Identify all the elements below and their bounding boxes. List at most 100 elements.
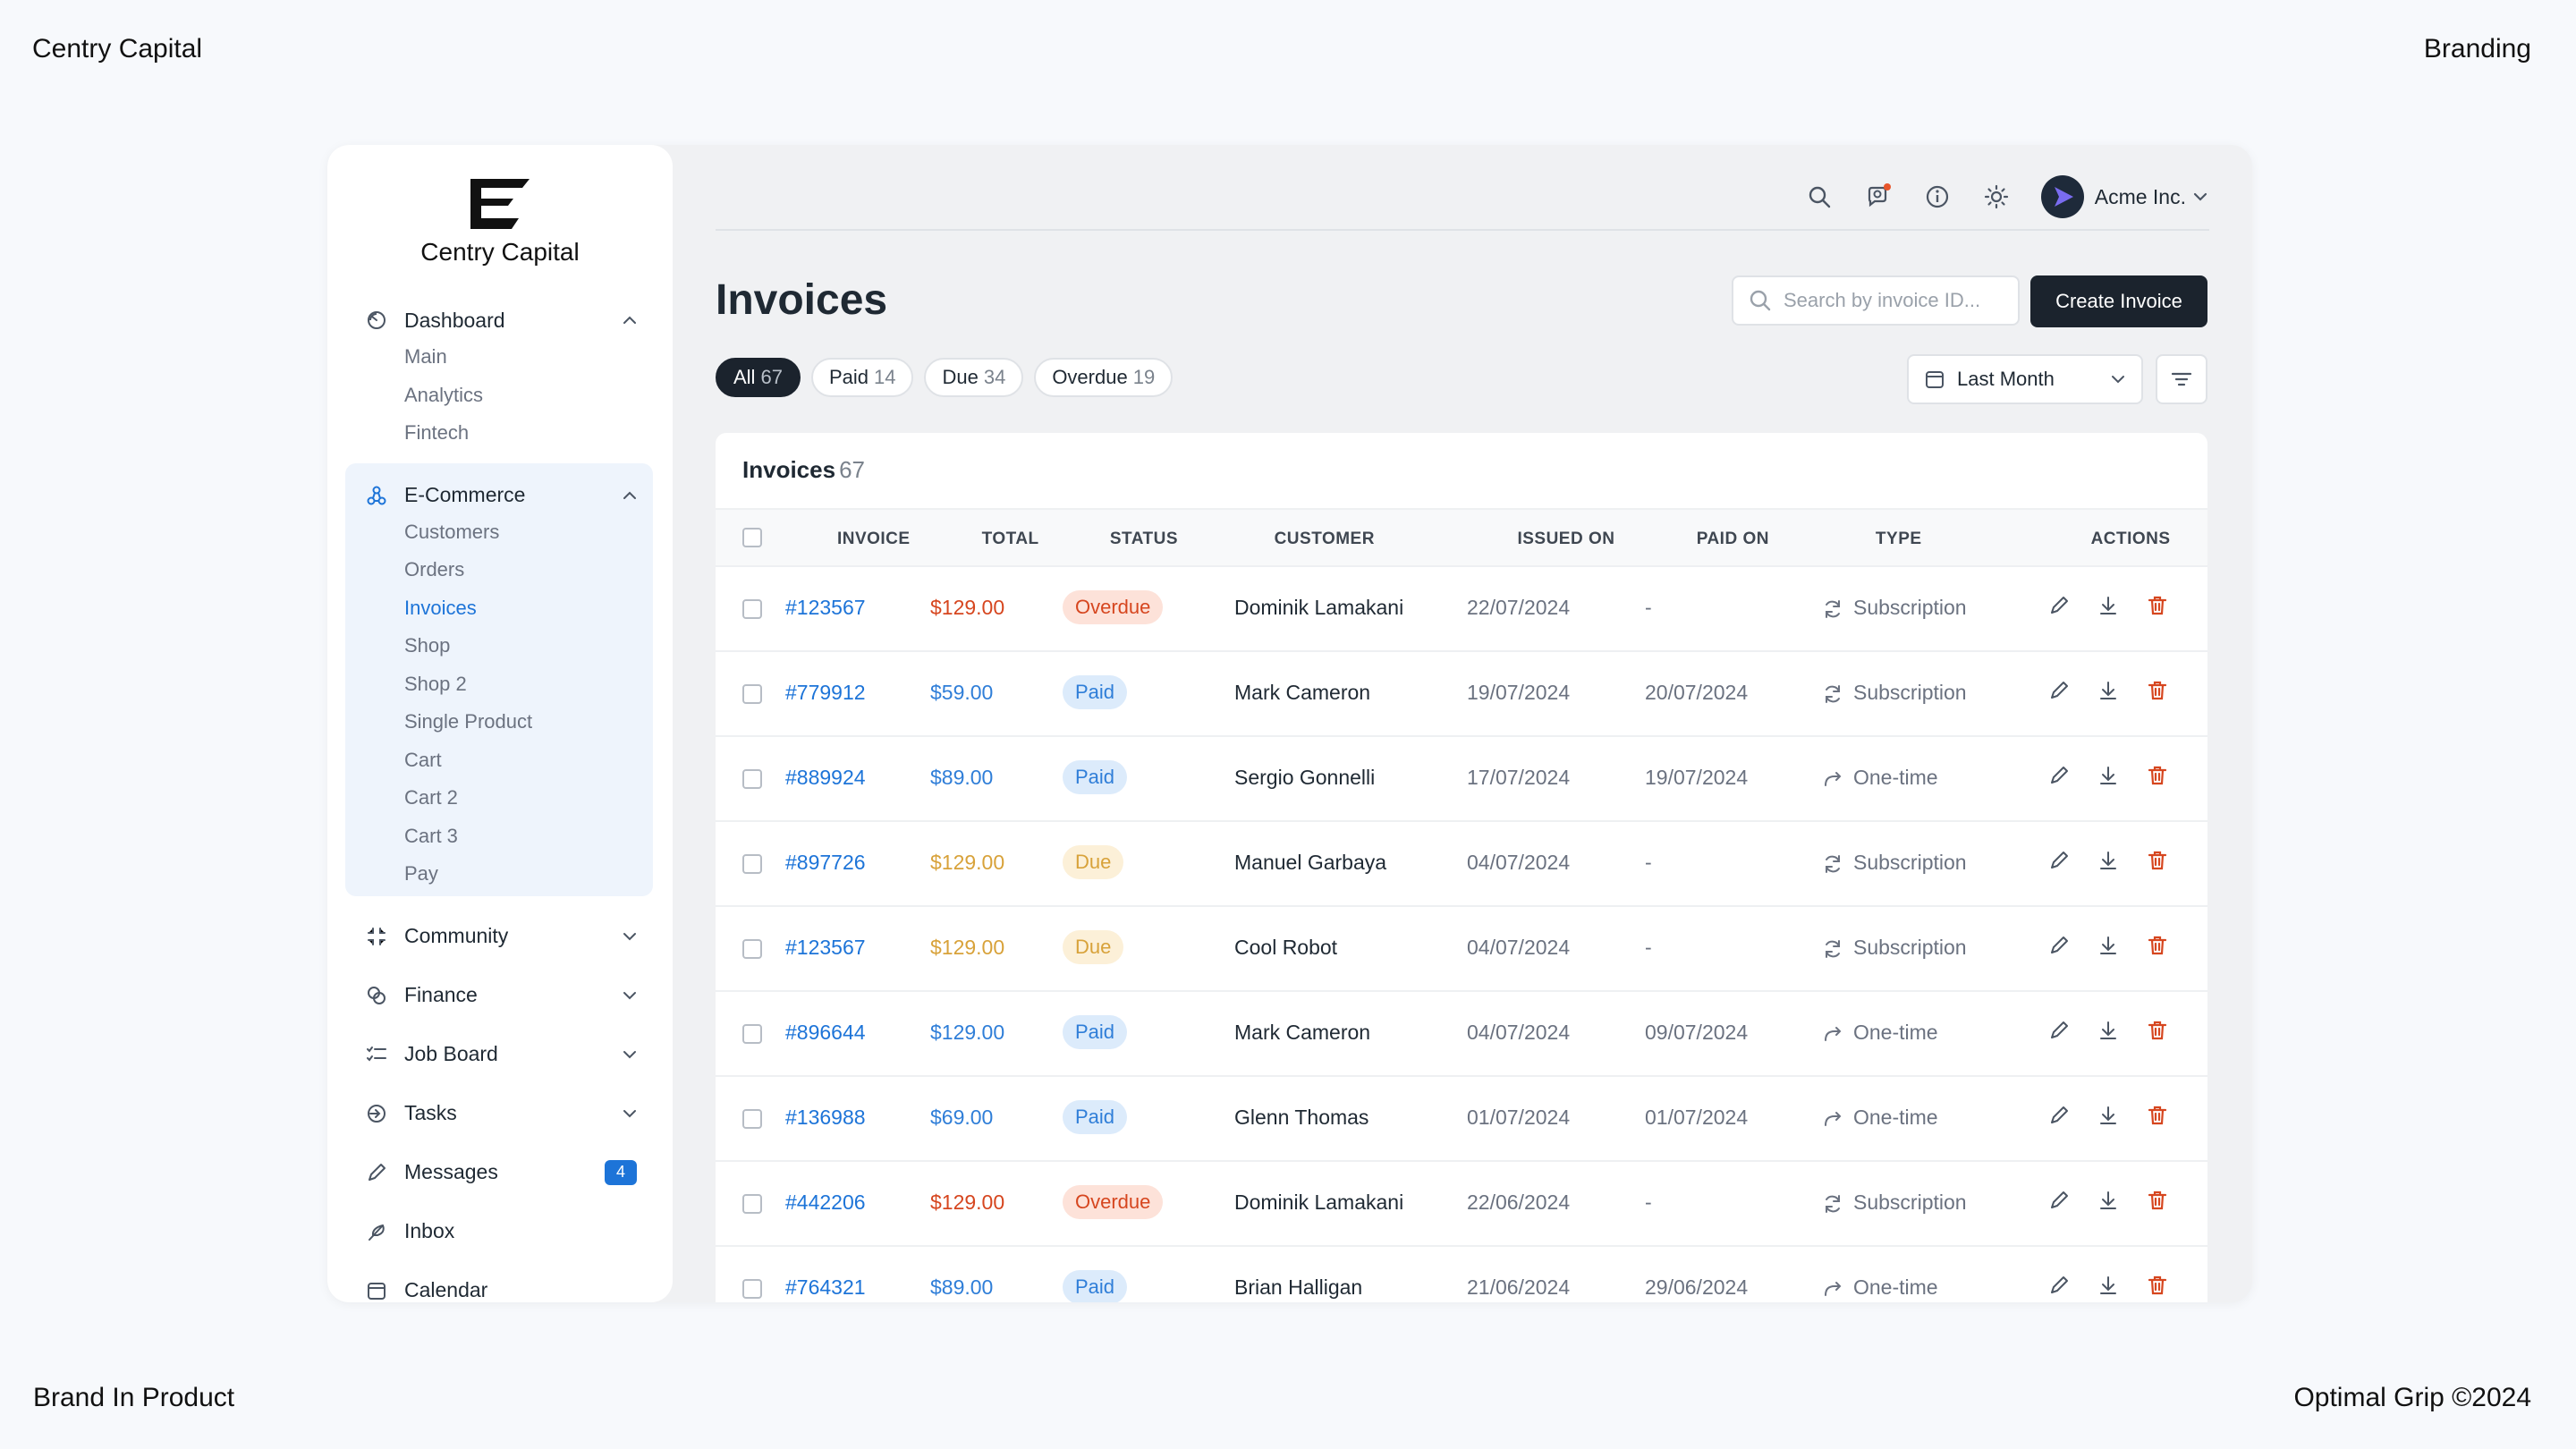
edit-icon[interactable] [2046, 847, 2072, 874]
sidebar-item-inbox[interactable]: Inbox [349, 1214, 653, 1250]
chevron-down-icon[interactable] [619, 926, 640, 947]
chevron-down-icon[interactable] [619, 985, 640, 1006]
sidebar-subitem-analytics[interactable]: Analytics [404, 383, 484, 406]
download-icon[interactable] [2095, 677, 2122, 704]
filter-pill-all[interactable]: All 67 [716, 358, 801, 397]
sidebar-subitem-shop-2[interactable]: Shop 2 [404, 672, 467, 695]
avatar[interactable] [2040, 175, 2084, 218]
edit-icon[interactable] [2046, 1272, 2072, 1299]
sidebar-subitem-cart[interactable]: Cart [404, 748, 442, 771]
trash-icon[interactable] [2144, 1102, 2171, 1129]
trash-icon[interactable] [2144, 762, 2171, 789]
filter-pill-paid[interactable]: Paid 14 [810, 358, 914, 397]
chevron-up-icon[interactable] [619, 309, 640, 331]
column-header-type[interactable]: TYPE [1875, 530, 1922, 548]
edit-icon[interactable] [2046, 677, 2072, 704]
filter-button[interactable] [2156, 354, 2207, 404]
trash-icon[interactable] [2144, 677, 2171, 704]
search-box[interactable] [1732, 275, 2020, 326]
edit-icon[interactable] [2046, 762, 2072, 789]
select-all-checkbox[interactable] [742, 528, 762, 547]
sidebar-subitem-cart-3[interactable]: Cart 3 [404, 824, 458, 847]
trash-icon[interactable] [2144, 1017, 2171, 1044]
table-row[interactable]: #889924 $89.00 Paid Sergio Gonnelli 17/07/20… [716, 737, 2207, 822]
table-row[interactable]: #442206 $129.00 Overdue Dominik Lamakani 22/… [716, 1162, 2207, 1247]
sidebar-item-job-board[interactable]: Job Board [349, 1037, 653, 1072]
table-row[interactable]: #123567 $129.00 Overdue Dominik Lamakani 22/… [716, 567, 2207, 652]
trash-icon[interactable] [2144, 1187, 2171, 1214]
sidebar-subitem-cart-2[interactable]: Cart 2 [404, 786, 458, 809]
download-icon[interactable] [2095, 932, 2122, 959]
trash-icon[interactable] [2144, 932, 2171, 959]
row-checkbox[interactable] [742, 599, 762, 619]
sidebar-item-calendar[interactable]: Calendar [349, 1273, 653, 1303]
invoice-id-link[interactable]: #889924 [785, 766, 866, 789]
sidebar-subitem-main[interactable]: Main [404, 345, 447, 368]
info-icon[interactable] [1919, 179, 1955, 215]
sidebar-subitem-single-product[interactable]: Single Product [404, 710, 533, 733]
column-header-issued-on[interactable]: ISSUED ON [1517, 530, 1615, 548]
column-header-invoice[interactable]: INVOICE [836, 530, 911, 548]
row-checkbox[interactable] [742, 1109, 762, 1129]
row-checkbox[interactable] [742, 1194, 762, 1214]
download-icon[interactable] [2095, 1272, 2122, 1299]
invoice-id-link[interactable]: #136988 [785, 1106, 866, 1129]
chevron-down-icon[interactable] [619, 1044, 640, 1065]
row-checkbox[interactable] [742, 939, 762, 959]
row-checkbox[interactable] [742, 684, 762, 704]
download-icon[interactable] [2095, 1102, 2122, 1129]
create-invoice-button[interactable]: Create Invoice [2030, 275, 2207, 327]
invoice-id-link[interactable]: #779912 [785, 681, 866, 704]
invoice-id-link[interactable]: #897726 [785, 851, 866, 874]
column-header-status[interactable]: STATUS [1109, 530, 1179, 548]
edit-icon[interactable] [2046, 592, 2072, 619]
edit-icon[interactable] [2046, 1017, 2072, 1044]
edit-icon[interactable] [2046, 1187, 2072, 1214]
table-row[interactable]: #779912 $59.00 Paid Mark Cameron 19/07/2024 2… [716, 652, 2207, 737]
sidebar-item-dashboard[interactable]: Dashboard [349, 302, 653, 338]
edit-icon[interactable] [2046, 1102, 2072, 1129]
search-input[interactable] [1782, 288, 2000, 313]
download-icon[interactable] [2095, 1017, 2122, 1044]
download-icon[interactable] [2095, 847, 2122, 874]
edit-icon[interactable] [2046, 932, 2072, 959]
filter-pill-overdue[interactable]: Overdue 19 [1034, 358, 1174, 397]
download-icon[interactable] [2095, 1187, 2122, 1214]
column-header-customer[interactable]: CUSTOMER [1274, 530, 1375, 548]
sidebar-subitem-shop[interactable]: Shop [404, 634, 451, 657]
invoice-id-link[interactable]: #764321 [785, 1275, 866, 1299]
table-row[interactable]: #764321 $89.00 Paid Brian Halligan 21/06/202… [716, 1247, 2207, 1302]
chevron-up-icon[interactable] [619, 485, 640, 506]
invoice-id-link[interactable]: #123567 [785, 596, 866, 619]
invoice-id-link[interactable]: #896644 [785, 1021, 866, 1044]
download-icon[interactable] [2095, 592, 2122, 619]
table-row[interactable]: #896644 $129.00 Paid Mark Cameron 04/07/2024… [716, 992, 2207, 1077]
row-checkbox[interactable] [742, 1279, 762, 1299]
table-row[interactable]: #136988 $69.00 Paid Glenn Thomas 01/07/2024 0… [716, 1077, 2207, 1162]
sidebar-item-finance[interactable]: Finance [349, 978, 653, 1013]
chat-search-icon[interactable] [1860, 179, 1896, 215]
row-checkbox[interactable] [742, 769, 762, 789]
trash-icon[interactable] [2144, 592, 2171, 619]
invoice-id-link[interactable]: #442206 [785, 1191, 866, 1214]
sidebar-subitem-orders[interactable]: Orders [404, 558, 465, 580]
trash-icon[interactable] [2144, 847, 2171, 874]
column-header-total[interactable]: TOTAL [981, 530, 1039, 548]
sidebar-subitem-customers[interactable]: Customers [404, 520, 500, 543]
chevron-down-icon[interactable] [2191, 188, 2209, 206]
sun-icon[interactable] [1979, 179, 2014, 215]
column-header-paid-on[interactable]: PAID ON [1696, 530, 1769, 548]
filter-pill-due[interactable]: Due 34 [924, 358, 1024, 397]
sidebar-item-messages[interactable]: Messages 4 [349, 1155, 653, 1191]
search-icon[interactable] [1801, 179, 1837, 215]
sidebar-item-e-commerce[interactable]: E-Commerce [349, 478, 653, 513]
table-row[interactable]: #897726 $129.00 Due Manuel Garbaya 04/07/202… [716, 822, 2207, 907]
row-checkbox[interactable] [742, 854, 762, 874]
trash-icon[interactable] [2144, 1272, 2171, 1299]
sidebar-item-community[interactable]: Community [349, 919, 653, 954]
table-row[interactable]: #123567 $129.00 Due Cool Robot 04/07/2024 - Su… [716, 907, 2207, 992]
period-select[interactable]: Last Month [1907, 354, 2143, 404]
account-name[interactable]: Acme Inc. [2094, 184, 2186, 208]
sidebar-subitem-pay[interactable]: Pay [404, 862, 438, 885]
invoice-id-link[interactable]: #123567 [785, 936, 866, 959]
